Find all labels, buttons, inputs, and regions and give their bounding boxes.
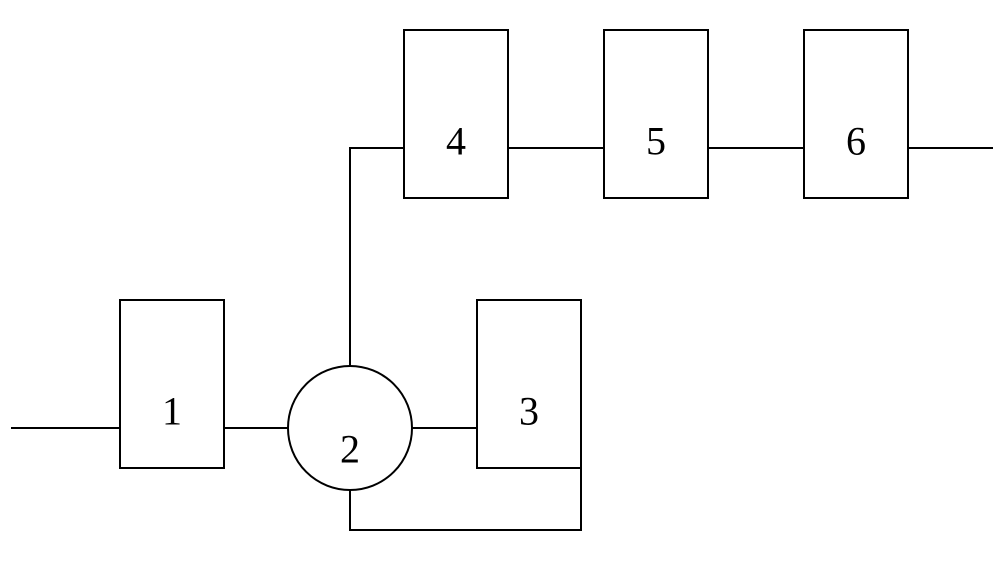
node-n1: 1 [120, 300, 224, 468]
node-label: 1 [162, 388, 182, 433]
node-n6: 6 [804, 30, 908, 198]
node-label: 5 [646, 118, 666, 163]
block-diagram: 1 2 3 4 5 6 [0, 0, 1000, 574]
node-n5: 5 [604, 30, 708, 198]
node-label: 4 [446, 118, 466, 163]
node-n3: 3 [477, 300, 581, 468]
nodes: 1 2 3 4 5 6 [120, 30, 908, 490]
node-n4: 4 [404, 30, 508, 198]
node-label: 6 [846, 118, 866, 163]
node-n2: 2 [288, 366, 412, 490]
edge-e_2_4 [350, 148, 404, 366]
node-label: 2 [340, 427, 360, 472]
node-label: 3 [519, 388, 539, 433]
